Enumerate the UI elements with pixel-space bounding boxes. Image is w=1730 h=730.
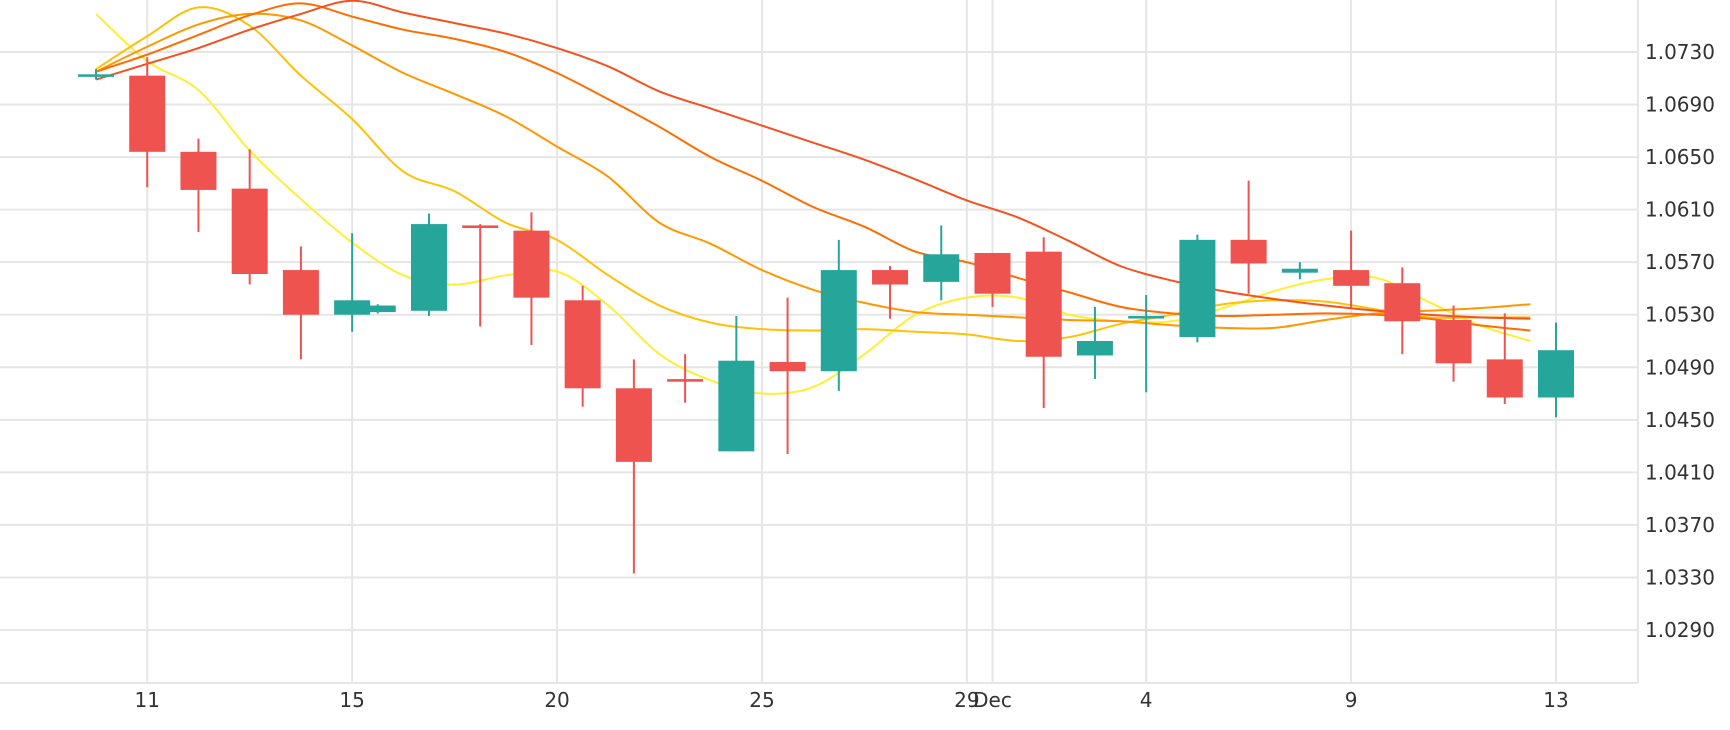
moving-average-line (95, 13, 1531, 395)
candle-body (1435, 319, 1472, 364)
candle-body (1230, 239, 1267, 264)
x-tick-label: 20 (544, 688, 569, 712)
candle-body (1281, 268, 1318, 273)
moving-average-line (95, 0, 1531, 320)
candle[interactable] (564, 285, 601, 407)
axes: 1.0290 1.0330 1.0370 1.0410 1.0450 1.0490 1.05… (135, 40, 1715, 712)
candle-body (820, 270, 857, 372)
y-tick-label: 1.0570 (1645, 250, 1715, 274)
y-tick-label: 1.0490 (1645, 355, 1715, 379)
candle-body (513, 230, 550, 298)
candle-body (769, 362, 806, 372)
candles (78, 57, 1574, 574)
y-tick-label: 1.0690 (1645, 93, 1715, 117)
candle-body (923, 254, 960, 282)
candle[interactable] (718, 316, 755, 452)
candle-body (872, 270, 909, 285)
candle[interactable] (1128, 295, 1165, 393)
moving-average-lines (95, 0, 1531, 395)
candle[interactable] (282, 246, 319, 360)
x-tick-label: 13 (1543, 688, 1568, 712)
candle-body (564, 300, 601, 389)
candle-body (359, 305, 396, 313)
y-tick-label: 1.0290 (1645, 618, 1715, 642)
candle[interactable] (923, 225, 960, 301)
candle[interactable] (615, 359, 652, 574)
candle[interactable] (872, 266, 909, 319)
y-tick-label: 1.0530 (1645, 303, 1715, 327)
y-tick-label: 1.0650 (1645, 145, 1715, 169)
candle[interactable] (769, 297, 806, 454)
candle[interactable] (1538, 322, 1574, 418)
candle-body (1128, 316, 1165, 319)
candle-body (78, 74, 114, 77)
candle[interactable] (1333, 230, 1370, 309)
candle-body (1384, 283, 1421, 322)
x-tick-label: 29 (954, 688, 979, 712)
candle[interactable] (1179, 234, 1216, 343)
grid (0, 0, 1639, 684)
candle-body (1486, 359, 1523, 398)
candle-body (410, 224, 447, 311)
y-tick-label: 1.0610 (1645, 198, 1715, 222)
x-tick-label: Dec (973, 688, 1012, 712)
candle-body (129, 75, 166, 152)
candle[interactable] (231, 149, 268, 285)
candle[interactable] (78, 69, 114, 80)
candle-body (1025, 251, 1062, 357)
candle[interactable] (1435, 305, 1472, 382)
candle[interactable] (1384, 267, 1421, 355)
candle[interactable] (820, 239, 857, 391)
candle[interactable] (359, 304, 396, 314)
x-tick-label: 15 (339, 688, 364, 712)
candle[interactable] (1025, 237, 1062, 408)
candle-body (615, 388, 652, 462)
x-tick-label: 25 (749, 688, 774, 712)
candle-body (667, 379, 704, 382)
candle[interactable] (462, 224, 499, 327)
candle-body (1538, 350, 1574, 398)
y-tick-label: 1.0330 (1645, 565, 1715, 589)
candle-body (1179, 239, 1216, 338)
x-tick-label: 9 (1345, 688, 1358, 712)
y-tick-label: 1.0450 (1645, 408, 1715, 432)
y-tick-label: 1.0730 (1645, 40, 1715, 64)
candle[interactable] (334, 233, 371, 332)
y-tick-label: 1.0410 (1645, 460, 1715, 484)
moving-average-line (95, 2, 1531, 332)
moving-average-line (95, 12, 1531, 330)
candle-body (1333, 270, 1370, 286)
candle[interactable] (667, 354, 704, 403)
candle-body (974, 252, 1011, 294)
candle-body (180, 151, 217, 190)
candle[interactable] (974, 252, 1011, 307)
candle-body (462, 225, 499, 229)
candle-body (282, 270, 319, 315)
candle[interactable] (1230, 180, 1267, 294)
candle[interactable] (180, 138, 217, 232)
candle[interactable] (410, 213, 447, 317)
candle-body (231, 188, 268, 275)
candle[interactable] (1281, 262, 1318, 280)
y-tick-label: 1.0370 (1645, 513, 1715, 537)
candle-body (1076, 341, 1113, 356)
candle[interactable] (1076, 306, 1113, 380)
x-tick-label: 4 (1140, 688, 1153, 712)
x-tick-label: 11 (135, 688, 160, 712)
candle[interactable] (129, 57, 166, 188)
candle[interactable] (1486, 313, 1523, 405)
candle[interactable] (513, 212, 550, 345)
candle-body (718, 360, 755, 452)
